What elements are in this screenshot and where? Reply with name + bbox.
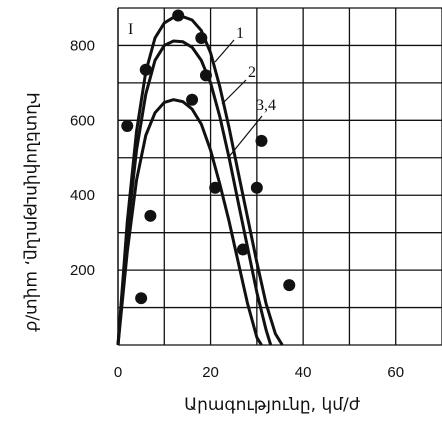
y-tick-label: 200 [70, 262, 95, 279]
data-points [121, 9, 296, 305]
data-point [186, 93, 199, 106]
y-axis-title: Ինտենսիվությունը, ավտ/ժ [22, 92, 42, 332]
data-point [236, 243, 249, 256]
grid [117, 7, 442, 346]
data-point [144, 209, 157, 222]
curve-label: 2 [248, 64, 256, 81]
data-point [195, 31, 208, 44]
data-point [199, 69, 212, 82]
data-point [250, 181, 263, 194]
x-axis-title: Արագությունը, կմ/ժ [184, 395, 361, 415]
data-point [255, 134, 268, 147]
data-point [209, 181, 222, 194]
x-tick-label: 0 [114, 364, 122, 381]
curve-label-pointer [227, 115, 263, 159]
curve-label-pointer [214, 39, 235, 63]
curve-2 [116, 39, 273, 346]
region-label: I [128, 21, 133, 38]
data-point [283, 279, 296, 292]
curve-label-pointer [221, 79, 247, 105]
y-tick-label: 800 [70, 37, 95, 54]
data-point [172, 9, 185, 22]
x-axis-ticks: 0 20 40 60 [114, 364, 404, 381]
data-point [121, 119, 134, 132]
x-tick-label: 60 [387, 364, 404, 381]
y-axis-ticks: 200 400 600 800 [70, 37, 95, 279]
data-point [139, 63, 152, 76]
x-tick-label: 40 [295, 364, 312, 381]
y-tick-label: 600 [70, 112, 95, 129]
curve-label: 3,4 [256, 97, 276, 114]
curve-label: 1 [236, 25, 244, 42]
x-tick-label: 20 [202, 364, 219, 381]
data-point [135, 292, 148, 305]
curve-labels: 123,4 [236, 25, 276, 114]
y-tick-label: 400 [70, 187, 95, 204]
curve-3-4 [116, 98, 263, 346]
label-pointers [214, 39, 263, 159]
